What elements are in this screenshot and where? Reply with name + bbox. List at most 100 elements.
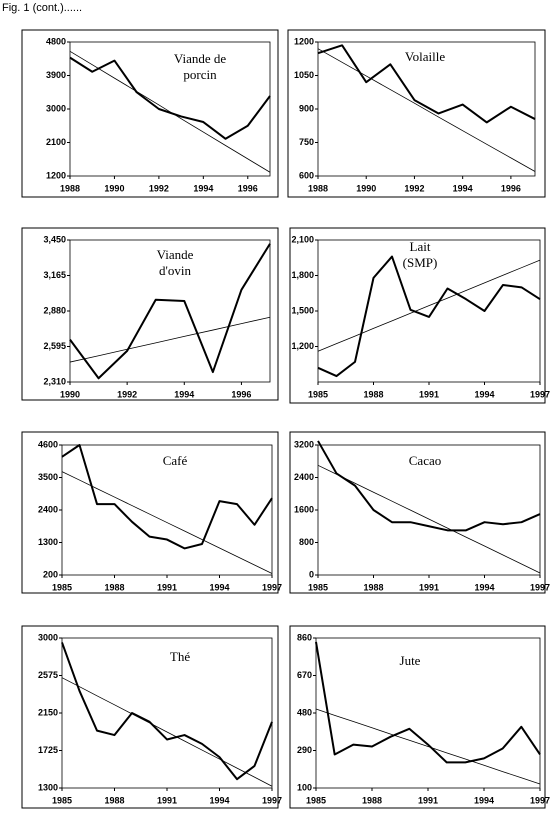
y-tick-label: 2100: [46, 137, 66, 147]
y-tick-label: 2,880: [43, 305, 66, 315]
trend-line: [317, 259, 541, 352]
x-tick-label: 1991: [418, 795, 438, 805]
y-tick-label: 4600: [38, 439, 58, 449]
y-tick-label: 750: [299, 137, 314, 147]
x-tick-label: 1997: [530, 795, 550, 805]
y-tick-label: 480: [297, 707, 312, 717]
trend-line: [69, 50, 271, 173]
y-tick-label: 800: [299, 537, 314, 547]
x-tick-label: 1994: [193, 183, 213, 193]
trend-line: [61, 677, 273, 787]
x-tick-label: 1988: [60, 183, 80, 193]
x-tick-label: 1996: [238, 183, 258, 193]
x-tick-label: 1997: [530, 389, 550, 399]
y-tick-label: 1,200: [291, 341, 314, 351]
y-tick-label: 1200: [294, 36, 314, 46]
x-tick-label: 1985: [306, 795, 326, 805]
trend-line: [317, 48, 536, 172]
chart-title: porcin: [183, 67, 217, 82]
plot-area: [61, 637, 273, 789]
y-tick-label: 3000: [38, 632, 58, 642]
x-tick-label: 1988: [308, 183, 328, 193]
y-tick-label: 3900: [46, 70, 66, 80]
data-line: [317, 255, 541, 378]
chart-title: (SMP): [403, 255, 438, 270]
y-tick-label: 600: [299, 170, 314, 180]
x-tick-label: 1985: [308, 389, 328, 399]
chart-title: Café: [163, 453, 188, 468]
x-tick-label: 1997: [530, 582, 550, 592]
data-line: [61, 444, 273, 550]
x-tick-label: 1994: [174, 389, 194, 399]
y-tick-label: 1300: [38, 782, 58, 792]
figure-label: Fig. 1 (cont.)......: [2, 2, 82, 14]
y-tick-label: 1,800: [291, 270, 314, 280]
y-tick-label: 1050: [294, 70, 314, 80]
y-tick-label: 1300: [38, 537, 58, 547]
y-tick-label: 2400: [294, 472, 314, 482]
panel-frame: [287, 29, 546, 198]
y-tick-label: 2,595: [43, 341, 66, 351]
trend-line: [69, 316, 271, 363]
plot-area: [69, 41, 271, 177]
x-tick-label: 1988: [104, 795, 124, 805]
panel-frame: [21, 625, 279, 809]
x-tick-label: 1996: [501, 183, 521, 193]
x-tick-label: 1994: [474, 582, 494, 592]
chart-title: Cacao: [409, 453, 441, 468]
x-tick-label: 1997: [262, 582, 282, 592]
y-tick-label: 2400: [38, 504, 58, 514]
chart-title: d'ovin: [159, 263, 191, 278]
panel-frame: [21, 29, 279, 198]
x-tick-label: 1991: [157, 582, 177, 592]
x-tick-label: 1992: [404, 183, 424, 193]
panel-frame: [21, 227, 279, 401]
chart-title: Lait: [410, 239, 431, 254]
y-tick-label: 0: [309, 569, 314, 579]
x-tick-label: 1985: [52, 795, 72, 805]
chart-title: Volaille: [405, 49, 445, 64]
y-tick-label: 1200: [46, 170, 66, 180]
x-tick-label: 1992: [117, 389, 137, 399]
y-tick-label: 1725: [38, 745, 58, 755]
data-line: [317, 440, 541, 532]
chart-title: Jute: [400, 653, 421, 668]
data-line: [315, 641, 541, 764]
y-tick-label: 3500: [38, 472, 58, 482]
panel-frame: [289, 227, 546, 404]
panel-frame: [21, 431, 279, 594]
x-tick-label: 1991: [157, 795, 177, 805]
y-tick-label: 2575: [38, 670, 58, 680]
y-tick-label: 200: [43, 569, 58, 579]
x-tick-label: 1990: [60, 389, 80, 399]
chart-title: Viande: [157, 247, 194, 262]
y-tick-label: 2,310: [43, 376, 66, 386]
y-tick-label: 3200: [294, 439, 314, 449]
data-line: [317, 44, 536, 124]
x-tick-label: 1991: [419, 582, 439, 592]
y-tick-label: 3,450: [43, 234, 66, 244]
x-tick-label: 1985: [52, 582, 72, 592]
data-line: [61, 642, 273, 781]
y-tick-label: 4800: [46, 36, 66, 46]
x-tick-label: 1988: [104, 582, 124, 592]
x-tick-label: 1985: [308, 582, 328, 592]
x-tick-label: 1996: [231, 389, 251, 399]
x-tick-label: 1988: [363, 582, 383, 592]
x-tick-label: 1990: [356, 183, 376, 193]
y-tick-label: 100: [297, 782, 312, 792]
chart-title: Viande de: [174, 51, 227, 66]
data-line: [69, 243, 271, 380]
y-tick-label: 1600: [294, 504, 314, 514]
panel-frame: [289, 625, 546, 809]
plot-area: [315, 637, 541, 789]
x-tick-label: 1988: [362, 795, 382, 805]
y-tick-label: 1,500: [291, 305, 314, 315]
y-tick-label: 860: [297, 632, 312, 642]
trend-line: [317, 464, 541, 574]
x-tick-label: 1997: [262, 795, 282, 805]
x-tick-label: 1994: [209, 795, 229, 805]
x-tick-label: 1994: [453, 183, 473, 193]
y-tick-label: 3,165: [43, 270, 66, 280]
